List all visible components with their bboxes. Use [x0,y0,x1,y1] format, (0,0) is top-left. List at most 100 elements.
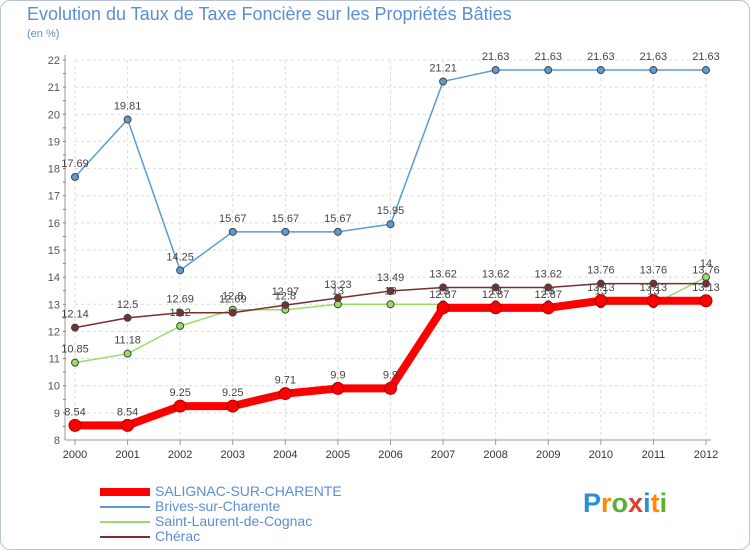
proxiti-logo: Proxiti [583,488,667,519]
data-point [649,66,658,75]
data-point [596,279,605,288]
data-label: 8.54 [64,406,85,418]
data-label: 12.8 [275,291,296,303]
legend-swatch [100,536,150,538]
data-point [333,294,342,303]
x-tick-label: 2012 [694,449,718,461]
y-tick-label: 12 [48,326,60,338]
y-tick-label: 14 [48,272,60,284]
data-label: 12.2 [169,307,190,319]
x-tick-label: 2006 [378,449,402,461]
data-label: 12.87 [482,289,510,301]
data-label: 9.25 [222,387,243,399]
logo-letter: x [628,488,644,518]
y-tick-label: 15 [48,245,60,257]
data-label: 13.49 [377,272,405,284]
data-label: 13.23 [324,279,352,291]
x-tick-label: 2007 [431,449,455,461]
y-tick-label: 11 [49,354,60,366]
x-tick-label: 2004 [273,449,297,461]
data-point [649,279,658,288]
data-label: 13 [332,285,344,297]
y-tick-label: 16 [48,218,60,230]
data-point [281,227,290,236]
data-point [596,66,605,75]
data-label: 13 [542,285,554,297]
data-label: 13.76 [692,265,720,277]
data-point [331,381,345,395]
data-label: 15.95 [377,205,405,217]
x-tick-label: 2011 [642,449,666,461]
data-point [123,115,132,124]
data-point [491,66,500,75]
data-label: 9.71 [275,375,296,387]
data-point [173,399,187,413]
data-label: 21.63 [640,51,668,63]
data-label: 12.69 [166,294,194,306]
data-point [439,283,448,292]
data-point [228,227,237,236]
legend-swatch [100,506,150,508]
data-label: 21.63 [482,51,510,63]
y-tick-label: 9 [54,408,60,420]
data-label: 15.67 [324,213,352,225]
data-label: 21.63 [692,51,720,63]
legend-label: Brives-sur-Charente [155,498,281,514]
x-tick-label: 2008 [483,449,507,461]
y-tick-label: 13 [48,299,60,311]
x-tick-label: 2010 [589,449,613,461]
logo-letter: t [650,488,660,518]
data-label: 12.8 [222,291,243,303]
data-label: 13 [647,285,659,297]
logo-letter: i [643,488,651,518]
data-point [384,381,397,395]
data-point [281,301,290,310]
data-point [489,301,503,315]
data-label: 13.13 [587,282,615,294]
data-point [176,308,185,317]
data-label: 21.63 [534,51,562,63]
data-label: 13 [384,285,396,297]
data-label: 14.25 [166,251,194,263]
data-label: 13.76 [587,265,615,277]
y-tick-label: 21 [48,82,60,94]
data-point [123,349,132,358]
data-label: 13 [437,285,449,297]
data-point [226,399,240,413]
logo-letter: o [611,488,629,518]
data-label: 14 [700,258,712,270]
data-label: 13 [595,285,607,297]
y-tick-label: 19 [48,136,60,148]
legend-label: SALIGNAC-SUR-CHARENTE [155,483,342,499]
chart-title: Evolution du Taux de Taxe Foncière sur l… [27,4,512,24]
data-point [544,66,553,75]
data-point [278,387,292,401]
data-point [386,220,395,229]
data-point [333,227,342,236]
legend-label: Saint-Laurent-de-Cognac [155,513,313,529]
y-tick-label: 10 [48,381,60,393]
data-point [176,322,185,330]
data-point [123,313,132,322]
data-label: 12.5 [117,299,138,311]
x-tick-label: 2002 [168,449,192,461]
data-label: 21.21 [429,62,457,74]
data-label: 13.62 [534,268,562,280]
data-point [68,418,82,432]
data-label: 12.14 [61,309,89,321]
data-label: 13.62 [429,268,457,280]
data-label: 19.81 [114,100,142,112]
data-point [702,279,710,288]
data-point [491,283,500,292]
data-point [646,294,660,308]
y-tick-label: 20 [48,109,60,121]
data-label: 12.87 [534,289,562,301]
data-point [541,301,555,315]
data-point [121,418,135,432]
data-label: 9.9 [330,369,345,381]
data-label: 13 [490,285,502,297]
data-label: 12.69 [219,294,247,306]
data-label: 13.62 [482,268,510,280]
